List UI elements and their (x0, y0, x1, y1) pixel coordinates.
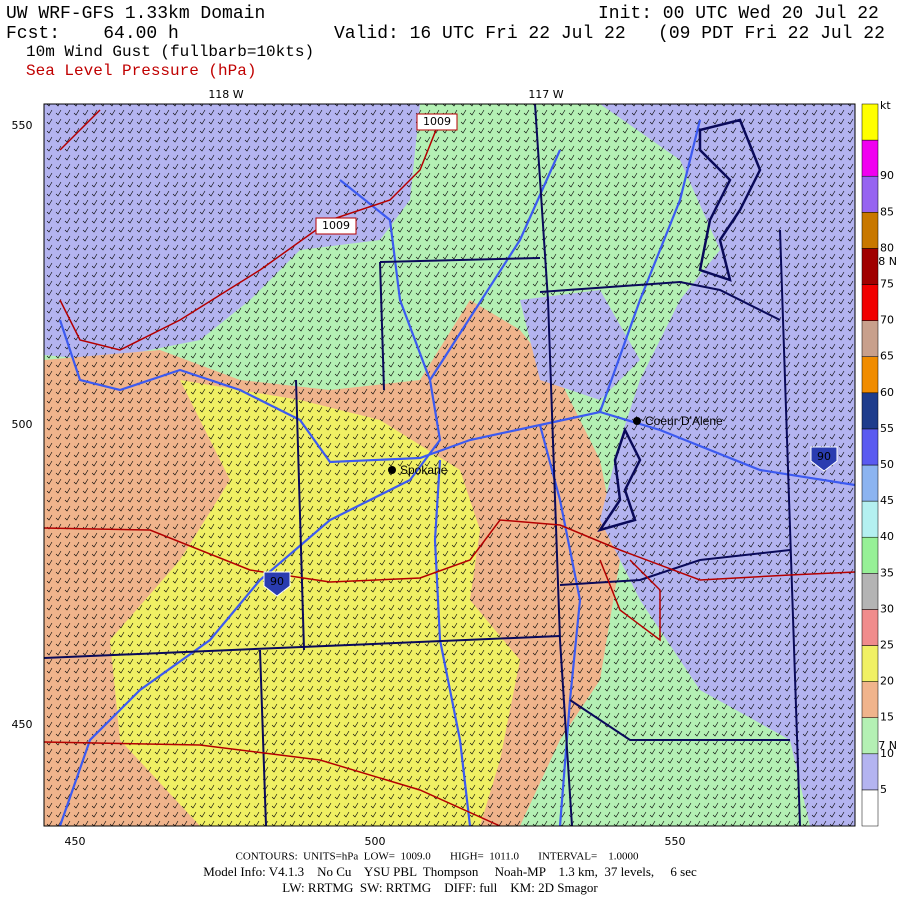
colorbar-tick-label: 80 (880, 241, 894, 254)
lake-outlines (597, 118, 762, 533)
colorbar-segment (861, 103, 879, 141)
bottom-label: 500 (365, 835, 386, 848)
colorbar-segment (861, 139, 879, 177)
wind-barbs (44, 104, 855, 826)
contour-field-name: Sea Level Pressure (hPa) (26, 62, 256, 80)
city-marker (388, 466, 396, 474)
colorbar-segment (861, 645, 879, 682)
colorbar-segment (861, 175, 879, 213)
colorbar-tick-label: 55 (880, 422, 894, 435)
shield-label: 90 (817, 450, 831, 463)
colorbar-tick-label: 85 (880, 205, 894, 218)
colorbar-tick-label: 20 (880, 675, 894, 688)
colorbar-tick-label: 65 (880, 350, 894, 363)
colorbar-tick-label: 25 (880, 639, 894, 652)
colorbar-segment (861, 320, 879, 357)
model-info: Model Info: V4.1.3 No Cu YSU PBL Thompso… (203, 864, 697, 879)
colorbar-segment (861, 609, 879, 646)
top-label: 117 W (528, 88, 563, 101)
map-frame (43, 103, 856, 827)
colorbar-tick-label: 30 (880, 602, 894, 615)
colorbar-tick-label: 90 (880, 169, 894, 182)
colorbar-tick-label: 40 (880, 530, 894, 543)
colorbar-segment (861, 753, 879, 791)
contour-label-text: 1009 (423, 115, 451, 128)
bottom-label: 550 (665, 835, 686, 848)
top-label: 118 W (208, 88, 243, 101)
init-time: Init: 00 UTC Wed 20 Jul 22 (598, 4, 879, 24)
colorbar-segment (861, 573, 879, 610)
map-area (44, 104, 855, 826)
colorbar-segment (861, 717, 879, 755)
colorbar-segment (861, 356, 879, 394)
contour-label: 1009 (315, 217, 357, 235)
highway-shield: 90 (810, 446, 838, 472)
bottom-label: 450 (65, 835, 86, 848)
valid-time: Valid: 16 UTC Fri 22 Jul 22 (09 PDT Fri … (334, 24, 900, 44)
colorbar-segment (861, 464, 879, 502)
title: UW WRF-GFS 1.33km Domain (6, 4, 265, 24)
colorbar-segment (861, 681, 879, 718)
highway-shield: 90 (263, 571, 291, 597)
colorbar-tick-label: 75 (880, 278, 894, 291)
colorbar-segment (861, 428, 879, 466)
colorbar-unit: kt (880, 99, 891, 112)
colorbar-tick-label: 50 (880, 458, 894, 471)
left-label: 550 (12, 119, 33, 132)
colorbar-segment (861, 536, 879, 574)
contour-label: 1009 (416, 113, 458, 131)
left-label: 450 (12, 718, 33, 731)
forecast-hour: Fcst: 64.00 h (6, 24, 179, 44)
physics-info: LW: RRTMG SW: RRTMG DIFF: full KM: 2D Sm… (282, 880, 598, 895)
city-marker (633, 417, 641, 425)
boundaries (44, 104, 801, 826)
contour-info: CONTOURS: UNITS=hPa LOW= 1009.0 HIGH= 10… (236, 851, 639, 863)
shield-label: 90 (270, 575, 284, 588)
colorbar-tick-label: 10 (880, 747, 894, 760)
city-label: Spokane (400, 463, 448, 477)
colorbar-tick-label: 15 (880, 711, 894, 724)
colorbar-segment (861, 789, 879, 827)
colorbar-segment (861, 212, 879, 249)
colorbar-segment (861, 248, 879, 285)
pressure-contours (44, 109, 855, 826)
colorbar-tick-label: 70 (880, 314, 894, 327)
colorbar-segment (861, 500, 879, 538)
colorbar-tick-label: 60 (880, 386, 894, 399)
colorbar-tick-label: 35 (880, 566, 894, 579)
colorbar: 5 10 15 20 25 30 35 40 45 50 55 60 65 70 75 80 85 90 kt (861, 99, 894, 827)
city-label: Coeur D'Alene (645, 414, 723, 428)
field-name: 10m Wind Gust (fullbarb=10kts) (26, 43, 314, 61)
colorbar-tick-label: 5 (880, 783, 887, 796)
colorbar-tick-label: 45 (880, 494, 894, 507)
left-label: 500 (12, 418, 33, 431)
colorbar-segment (861, 392, 879, 430)
contour-label-text: 1009 (322, 219, 350, 232)
colorbar-segment (861, 284, 879, 321)
